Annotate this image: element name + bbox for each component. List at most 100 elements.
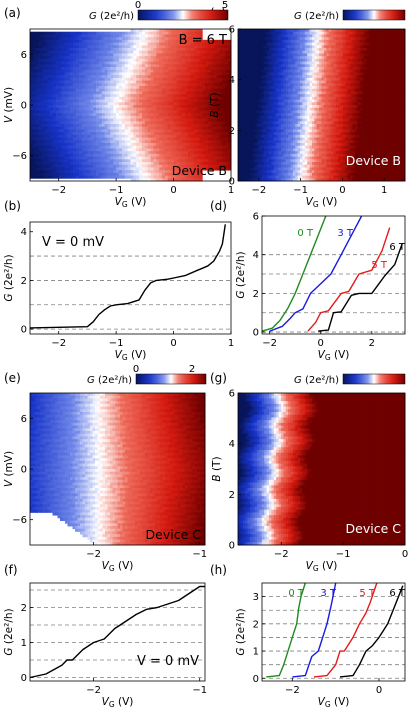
heat-cell-c xyxy=(257,61,260,65)
heat-cell-c xyxy=(280,64,284,68)
heat-cell-a xyxy=(208,69,212,73)
heat-cell-c xyxy=(278,83,282,87)
heat-cell-a xyxy=(70,34,74,38)
heat-cell-c xyxy=(245,113,248,117)
heat-cell-c xyxy=(238,110,241,114)
heat-cell-a xyxy=(113,148,117,152)
heat-cell-a xyxy=(35,145,40,149)
heat-cell-c xyxy=(280,107,284,111)
heat-cell-c xyxy=(242,110,246,114)
heat-cell-c xyxy=(278,156,282,160)
heat-cell-c xyxy=(247,140,251,144)
heat-cell-c xyxy=(240,69,244,73)
heat-cell-a xyxy=(141,83,146,87)
heat-cell-c xyxy=(264,140,268,144)
heat-cell-a xyxy=(61,126,65,130)
heat-cell-a xyxy=(64,75,68,79)
heat-cell-c xyxy=(283,143,287,147)
heat-cell-c xyxy=(254,156,258,160)
heat-cell-a xyxy=(193,99,197,103)
heat-cell-a xyxy=(153,50,157,54)
heat-cell-a xyxy=(96,50,100,54)
heat-cell-c xyxy=(238,145,241,149)
heat-cell-a xyxy=(141,50,146,54)
heat-cell-a xyxy=(153,105,157,109)
heat-cell-a xyxy=(75,107,80,111)
heat-cell-a xyxy=(107,42,111,46)
heat-cell-a xyxy=(93,80,97,84)
heat-cell-a xyxy=(35,143,40,147)
heat-cell-c xyxy=(240,124,244,128)
heat-cell-a xyxy=(144,107,149,111)
heat-cell-c xyxy=(245,45,248,49)
heat-cell-c xyxy=(288,134,291,138)
heat-cell-a xyxy=(162,167,166,171)
heat-cell-a xyxy=(50,88,54,92)
heat-cell-a xyxy=(216,129,220,133)
heat-cell-a xyxy=(93,148,97,152)
heat-cell-c xyxy=(264,164,268,168)
heat-cell-c xyxy=(247,53,251,57)
heat-cell-a xyxy=(139,164,143,168)
heat-cell-a xyxy=(58,31,62,35)
heat-cell-a xyxy=(164,124,169,128)
heat-cell-a xyxy=(87,172,91,176)
heat-cell-a xyxy=(61,134,65,138)
heat-cell-a xyxy=(139,53,143,57)
heat-cell-a xyxy=(193,170,197,174)
heat-cell-a xyxy=(225,83,229,87)
heat-cell-c xyxy=(269,77,272,81)
heat-cell-a xyxy=(173,58,177,62)
heat-cell-a xyxy=(41,67,45,71)
heat-cell-a xyxy=(199,88,203,92)
heat-cell-a xyxy=(130,61,134,65)
heat-cell-a xyxy=(159,75,163,79)
heat-cell-a xyxy=(213,88,218,92)
heat-cell-a xyxy=(210,50,215,54)
panel-label-g: (g) xyxy=(210,371,227,385)
heat-cell-a xyxy=(225,64,229,68)
heat-cell-a xyxy=(116,175,120,179)
heat-cell-c xyxy=(259,102,263,106)
heat-cell-a xyxy=(185,140,189,144)
heat-cell-a xyxy=(75,162,80,166)
heat-cell-a xyxy=(64,69,68,73)
heat-cell-a xyxy=(119,164,123,168)
heat-cell-a xyxy=(167,80,172,84)
heat-cell-a xyxy=(153,134,157,138)
heat-cell-a xyxy=(32,69,37,73)
heat-cell-a xyxy=(225,42,229,46)
heat-cell-a xyxy=(167,96,172,100)
heat-cell-a xyxy=(119,172,123,176)
heat-cell-a xyxy=(133,94,137,98)
heat-cell-c xyxy=(261,107,265,111)
heat-cell-a xyxy=(199,121,203,125)
heat-cell-a xyxy=(136,137,140,141)
heat-cell-a xyxy=(150,39,154,43)
heat-cell-c xyxy=(245,102,248,106)
heat-cell-a xyxy=(32,145,37,149)
heat-cell-a xyxy=(222,86,226,90)
heat-cell-a xyxy=(150,140,154,144)
heat-cell-a xyxy=(73,31,77,35)
heat-cell-a xyxy=(67,156,71,160)
heat-cell-c xyxy=(278,132,282,136)
heat-cell-a xyxy=(73,107,77,111)
heat-cell-a xyxy=(35,80,40,84)
heat-cell-c xyxy=(285,72,289,76)
heat-cell-a xyxy=(202,69,206,73)
heat-cell-a xyxy=(70,107,74,111)
heat-cell-a xyxy=(136,134,140,138)
heat-cell-a xyxy=(110,39,114,43)
heat-cell-a xyxy=(113,105,117,109)
heat-cell-a xyxy=(139,34,143,38)
heat-cell-a xyxy=(32,162,37,166)
heat-cell-a xyxy=(193,118,197,122)
heat-cell-a xyxy=(147,156,151,160)
heat-cell-a xyxy=(193,56,197,60)
heat-cell-a xyxy=(127,39,131,43)
heat-cell-a xyxy=(182,39,186,43)
heat-cell-a xyxy=(185,107,189,111)
heat-cell-a xyxy=(73,88,77,92)
heat-cell-a xyxy=(167,75,172,79)
